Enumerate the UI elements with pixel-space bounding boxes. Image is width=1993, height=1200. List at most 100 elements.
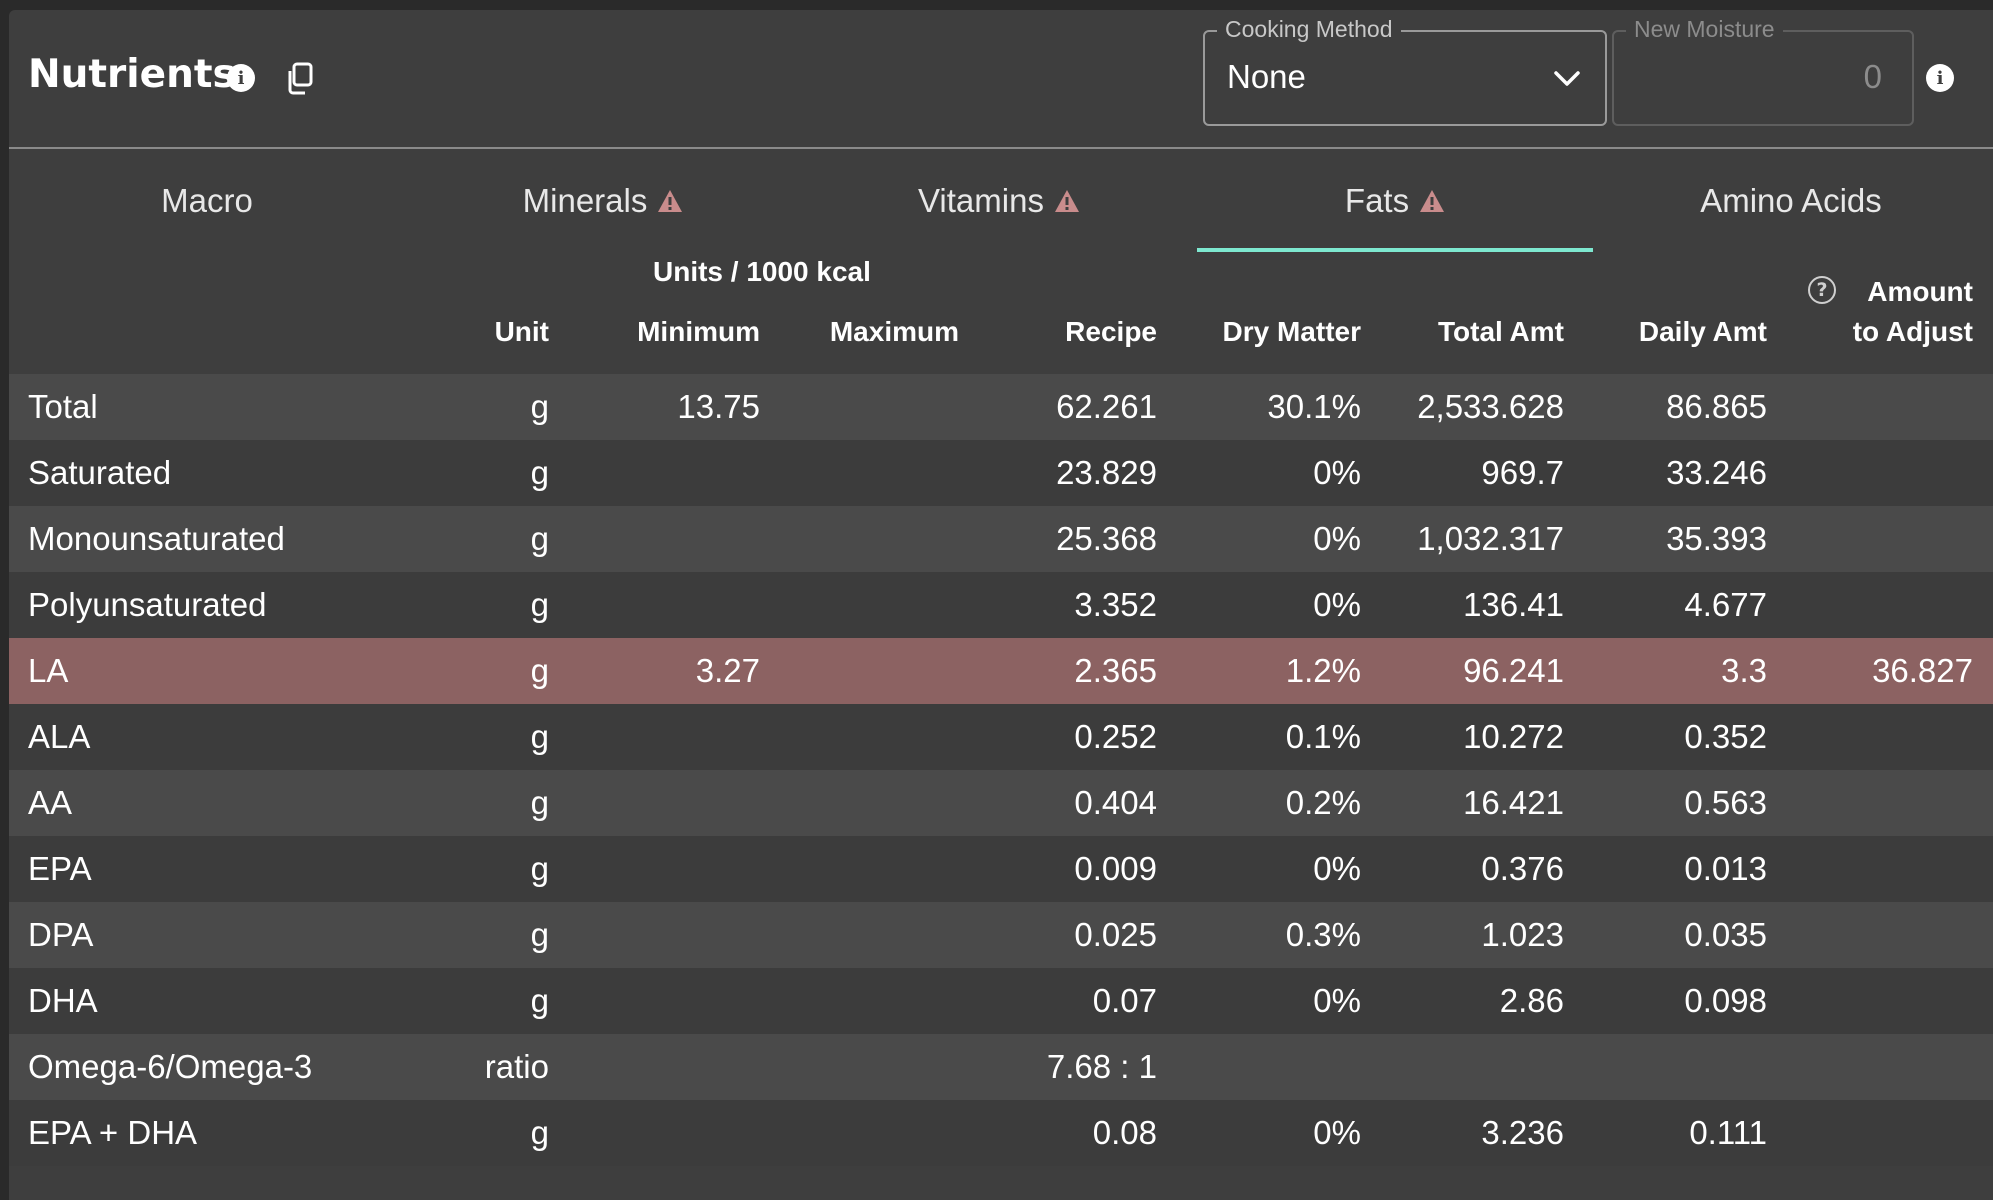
unit-cell: g [530, 916, 549, 953]
recipe-cell: 0.252 [1074, 718, 1157, 755]
unit-cell: g [530, 454, 549, 491]
recipe-cell: 25.368 [1056, 520, 1157, 557]
column-header-recipe: Recipe [1065, 316, 1157, 347]
column-header-dry-matter: Dry Matter [1222, 316, 1361, 347]
total-amt-cell: 2,533.628 [1417, 388, 1564, 425]
recipe-cell: 0.025 [1074, 916, 1157, 953]
nutrient-name: Total [28, 388, 98, 425]
table-row: Monounsaturated g 25.368 0% 1,032.317 35… [9, 506, 1993, 572]
nutrient-name: ALA [28, 718, 91, 755]
nutrient-name: DHA [28, 982, 98, 1019]
total-amt-cell: 3.236 [1481, 1114, 1564, 1151]
tab-fats[interactable]: Fats [1197, 149, 1593, 252]
column-header-minimum: Minimum [637, 316, 760, 347]
dry-matter-cell: 0% [1313, 454, 1361, 491]
unit-cell: g [530, 520, 549, 557]
recipe-cell: 0.009 [1074, 850, 1157, 887]
minimum-cell: 3.27 [695, 652, 760, 689]
table-row: Saturated g 23.829 0% 969.7 33.246 [9, 440, 1993, 506]
total-amt-cell: 2.86 [1499, 982, 1564, 1019]
tab-label: Minerals [522, 181, 648, 219]
table-row: EPA g 0.009 0% 0.376 0.013 [9, 836, 1993, 902]
total-amt-cell: 136.41 [1463, 586, 1564, 623]
nutrient-name: Polyunsaturated [28, 586, 267, 623]
tab-macro[interactable]: Macro [9, 149, 405, 252]
column-header-unit: Unit [494, 316, 549, 347]
info-icon[interactable]: i [227, 64, 255, 92]
info-icon[interactable]: i [1926, 64, 1954, 92]
warning-icon [1054, 189, 1079, 212]
amount-to-adjust-cell: 36.827 [1872, 652, 1973, 689]
tab-vitamins[interactable]: Vitamins [801, 149, 1197, 252]
daily-amt-cell: 3.3 [1721, 652, 1767, 689]
warning-icon [658, 189, 683, 212]
nutrient-name: DPA [28, 916, 94, 953]
unit-cell: g [530, 586, 549, 623]
cooking-method-select[interactable]: Cooking Method None [1203, 16, 1607, 126]
dry-matter-cell: 0.1% [1285, 718, 1361, 755]
total-amt-cell: 16.421 [1463, 784, 1564, 821]
fats-table: Total g 13.75 62.261 30.1% 2,533.628 86.… [9, 374, 1993, 1166]
total-amt-cell: 0.376 [1481, 850, 1564, 887]
recipe-cell: 3.352 [1074, 586, 1157, 623]
nutrient-name: AA [28, 784, 73, 821]
dry-matter-cell: 0% [1313, 520, 1361, 557]
chevron-down-icon [1554, 71, 1580, 86]
table-row: Total g 13.75 62.261 30.1% 2,533.628 86.… [9, 374, 1993, 440]
unit-cell: g [530, 718, 549, 755]
recipe-cell: 2.365 [1074, 652, 1157, 689]
copy-icon[interactable] [285, 62, 315, 96]
nutrient-name: EPA [28, 850, 92, 887]
column-header-daily-amt: Daily Amt [1638, 316, 1767, 347]
table-row: ALA g 0.252 0.1% 10.272 0.352 [9, 704, 1993, 770]
column-header-amount-to-adjust-line2: to Adjust [1852, 316, 1973, 347]
tab-bar: Macro Minerals Vitamins Fats [9, 149, 1993, 252]
recipe-cell: 0.07 [1092, 982, 1157, 1019]
total-amt-cell: 1.023 [1481, 916, 1564, 953]
table-row: EPA + DHA g 0.08 0% 3.236 0.111 [9, 1100, 1993, 1166]
help-icon[interactable]: ? [1808, 276, 1836, 304]
unit-cell: g [530, 982, 549, 1019]
daily-amt-cell: 4.677 [1684, 586, 1767, 623]
recipe-cell: 7.68 : 1 [1046, 1048, 1157, 1085]
nutrient-name: LA [28, 652, 69, 689]
tab-label: Vitamins [918, 181, 1044, 219]
daily-amt-cell: 0.098 [1684, 982, 1767, 1019]
total-amt-cell: 96.241 [1463, 652, 1564, 689]
nutrient-name: Saturated [28, 454, 172, 491]
daily-amt-cell: 0.563 [1684, 784, 1767, 821]
daily-amt-cell: 0.352 [1684, 718, 1767, 755]
nutrient-name: Monounsaturated [28, 520, 285, 557]
table-row: DHA g 0.07 0% 2.86 0.098 [9, 968, 1993, 1034]
unit-cell: g [530, 784, 549, 821]
tab-amino-acids[interactable]: Amino Acids [1593, 149, 1989, 252]
table-row: Omega-6/Omega-3 ratio 7.68 : 1 [9, 1034, 1993, 1100]
table-row-warning: LA g 3.27 2.365 1.2% 96.241 3.3 36.827 [9, 638, 1993, 704]
dry-matter-cell: 0% [1313, 1114, 1361, 1151]
recipe-cell: 0.08 [1092, 1114, 1157, 1151]
unit-cell: g [530, 1114, 549, 1151]
total-amt-cell: 1,032.317 [1417, 520, 1564, 557]
tab-label: Macro [161, 181, 253, 219]
new-moisture-input[interactable]: New Moisture 0 [1612, 16, 1914, 126]
nutrient-name: Omega-6/Omega-3 [28, 1048, 313, 1085]
daily-amt-cell: 0.111 [1689, 1114, 1767, 1151]
dry-matter-cell: 0% [1313, 586, 1361, 623]
daily-amt-cell: 35.393 [1666, 520, 1767, 557]
daily-amt-cell: 33.246 [1666, 454, 1767, 491]
minimum-cell: 13.75 [677, 388, 760, 425]
table-row: DPA g 0.025 0.3% 1.023 0.035 [9, 902, 1993, 968]
tab-label: Fats [1344, 181, 1410, 219]
panel-header: Nutrients i Cooking Method None New Mois… [9, 10, 1993, 149]
dry-matter-cell: 1.2% [1285, 652, 1361, 689]
column-header-maximum: Maximum [829, 316, 959, 347]
daily-amt-cell: 86.865 [1666, 388, 1767, 425]
column-header-total-amt: Total Amt [1438, 316, 1564, 347]
new-moisture-value: 0 [1863, 58, 1882, 95]
tab-minerals[interactable]: Minerals [405, 149, 801, 252]
dry-matter-cell: 0.3% [1285, 916, 1361, 953]
recipe-cell: 23.829 [1056, 454, 1157, 491]
total-amt-cell: 10.272 [1463, 718, 1564, 755]
column-header-amount-to-adjust-line1: Amount [1867, 276, 1973, 307]
recipe-cell: 0.404 [1074, 784, 1157, 821]
